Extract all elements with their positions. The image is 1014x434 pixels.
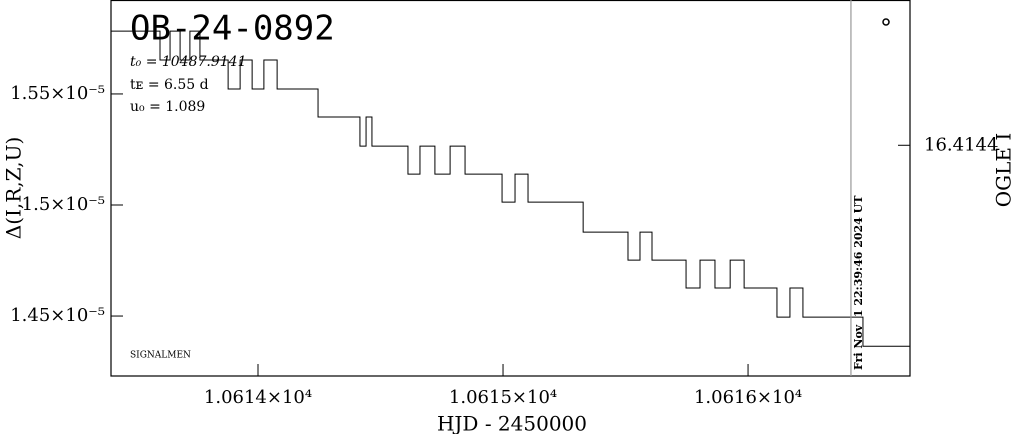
y-axis-label: Δ(I,R,Z,U) [2,137,26,239]
y-tick-label: 1.45×10⁻⁵ [10,305,105,326]
annotation: t₀ = 10487.9141 [130,54,246,70]
x-axis-label: HJD - 2450000 [437,412,587,434]
plot-frame [110,0,911,377]
y2-axis-label: OGLE I [992,133,1014,208]
chart-title: OB-24-0892 [130,9,335,49]
annotation: u₀ = 1.089 [130,99,205,115]
corner-note: SIGNALMEN [130,351,191,361]
x-tick-label: 1.0614×10⁴ [204,387,312,408]
y-tick-label: 1.55×10⁻⁵ [10,83,105,104]
x-tick-label: 1.0615×10⁴ [449,387,557,408]
y-tick-label: 1.5×10⁻⁵ [22,194,105,215]
y2-tick-label: 16.4144 [924,134,998,155]
timestamp: Fri Nov 1 22:39:46 2024 UT [852,195,865,370]
annotation: tᴇ = 6.55 d [130,77,209,93]
marker-symbol [882,18,890,26]
x-tick-label: 1.0616×10⁴ [694,387,802,408]
data-line [111,30,910,347]
